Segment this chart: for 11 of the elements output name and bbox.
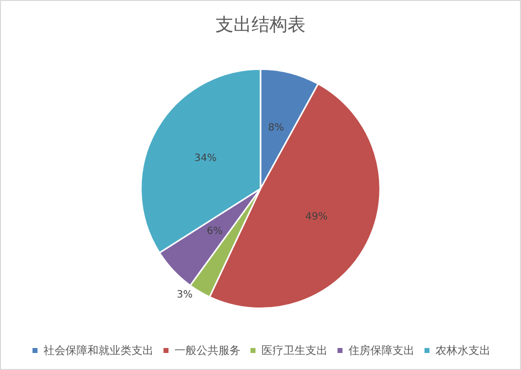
chart-title: 支出结构表: [216, 14, 306, 36]
legend-label: 医疗卫生支出: [262, 344, 328, 357]
data-label: 8%: [268, 122, 284, 134]
data-label: 34%: [194, 152, 217, 164]
data-label: 49%: [305, 212, 328, 223]
legend-label: 社会保障和就业类支出: [44, 344, 154, 357]
data-label: 3%: [176, 290, 193, 301]
legend-label: 住房保障支出: [348, 344, 414, 357]
legend-label: 农林水支出: [436, 344, 490, 357]
data-label: 6%: [206, 226, 223, 238]
legend-label: 一般公共服务: [174, 344, 240, 357]
